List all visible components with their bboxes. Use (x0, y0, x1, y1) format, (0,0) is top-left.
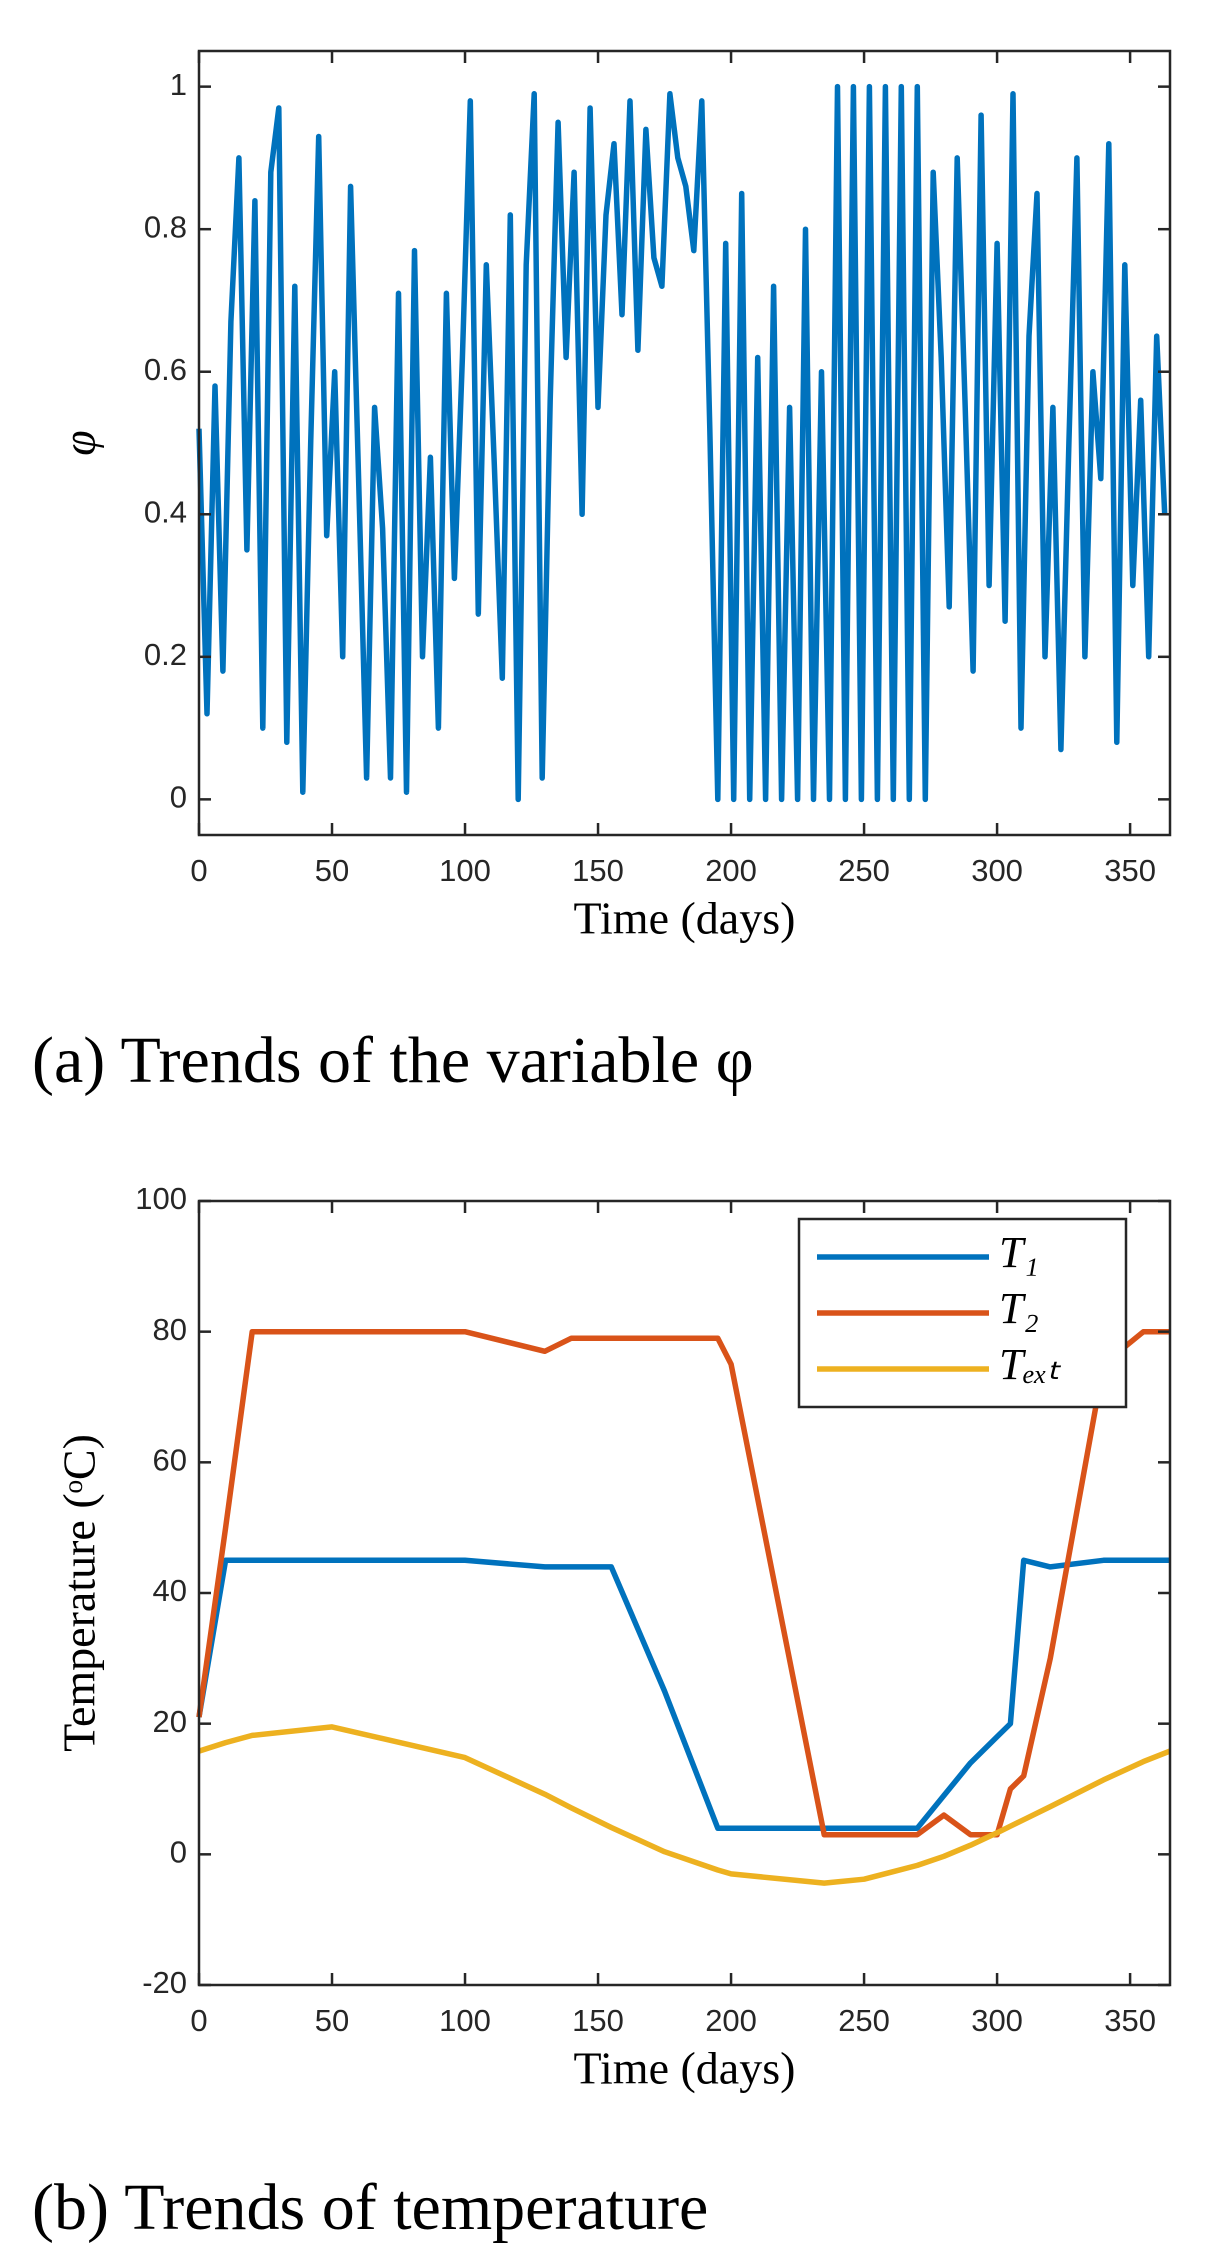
caption: (a) Trends of the variable φ (32, 1024, 754, 1097)
y-axis-label: φ (54, 430, 105, 455)
x-tick-label: 150 (572, 853, 624, 888)
x-tick-label: 300 (971, 853, 1023, 888)
x-axis-label: Time (days) (574, 893, 796, 944)
x-tick-label: 350 (1104, 853, 1156, 888)
y-tick-label: 100 (135, 1181, 187, 1216)
y-tick-label: 0.2 (144, 637, 187, 672)
x-tick-label: 200 (705, 853, 757, 888)
data-line (198, 1724, 1172, 1886)
x-tick-label: 0 (190, 853, 207, 888)
x-tick-label: 250 (838, 2003, 890, 2038)
x-tick-label: 150 (572, 2003, 624, 2038)
y-tick-label: 80 (153, 1312, 187, 1347)
data-line (196, 83, 1168, 803)
y-tick-label: -20 (142, 1965, 187, 2000)
x-tick-label: 50 (315, 2003, 349, 2038)
data-line (196, 1328, 1170, 1838)
x-tick-label: 350 (1104, 2003, 1156, 2038)
y-tick-label: 0.8 (144, 209, 187, 244)
axes-box (197, 49, 1172, 837)
caption: (b) Trends of temperature (32, 2171, 708, 2244)
legend-label: Tₑₓₜ (999, 1340, 1062, 1389)
x-tick-label: 0 (190, 2003, 207, 2038)
y-tick-label: 1 (170, 67, 187, 102)
legend-label: T₂ (999, 1284, 1039, 1333)
x-tick-label: 250 (838, 853, 890, 888)
x-tick-label: 300 (971, 2003, 1023, 2038)
y-axis-label: Temperature (ᵒC) (54, 1434, 105, 1752)
legend-label: T₁ (999, 1228, 1039, 1277)
x-tick-label: 100 (439, 2003, 491, 2038)
y-tick-label: 0.6 (144, 352, 187, 387)
y-tick-label: 60 (153, 1443, 187, 1478)
x-tick-label: 200 (705, 2003, 757, 2038)
y-tick-label: 20 (153, 1704, 187, 1739)
y-tick-label: 0.4 (144, 494, 187, 529)
y-tick-label: 0 (170, 780, 187, 815)
x-tick-label: 50 (315, 853, 349, 888)
y-tick-label: 40 (153, 1573, 187, 1608)
x-tick-label: 100 (439, 853, 491, 888)
x-axis-label: Time (days) (574, 2043, 796, 2094)
y-tick-label: 0 (170, 1835, 187, 1870)
data-line (196, 1557, 1170, 1831)
